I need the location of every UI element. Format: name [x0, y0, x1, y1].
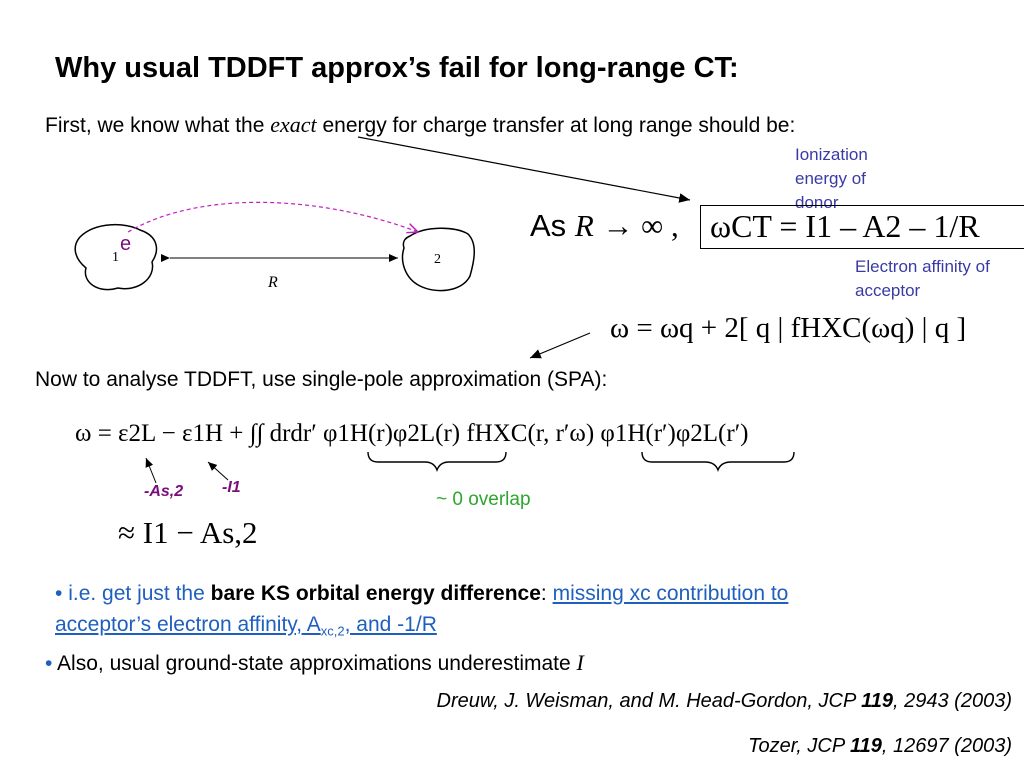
reference-1: Dreuw, J. Weisman, and M. Head-Gordon, J… [437, 690, 1012, 713]
approx-equation: ≈ I1 − As,2 [118, 515, 258, 550]
exact-pointer-arrow [357, 136, 691, 203]
bullet-1-prefix: i.e. get just the [68, 582, 211, 605]
ref2-text: Tozer, JCP [748, 735, 850, 757]
bullet-1-line-2[interactable]: acceptor’s electron affinity, Axc,2, and… [55, 613, 437, 639]
omega-ct-box [700, 205, 1024, 249]
minus-as2-label: -As,2 [144, 483, 184, 500]
bullet-1-bold: bare KS orbital energy difference [210, 582, 541, 605]
ref1-text: Dreuw, J. Weisman, and M. Head-Gordon, J… [436, 690, 862, 712]
distance-label: R [268, 274, 278, 291]
intro-emph: exact [270, 112, 317, 137]
bullet-2-dot: • [45, 652, 53, 675]
bullet-1-line-1: • i.e. get just the bare KS orbital ener… [55, 582, 788, 606]
bullet-2-text: Also, usual ground-state approximations … [57, 652, 577, 675]
ref1-rest: , 2943 (2003) [893, 690, 1012, 712]
as2-arrow [145, 457, 157, 484]
acceptor-blob [401, 227, 475, 292]
omega-ct-equation: ωCT = I1 – A2 – 1/R [710, 208, 980, 244]
slide-title: Why usual TDDFT approx’s fail for long-r… [55, 52, 739, 84]
spa-equation: ω = ε2L − ε1H + ∫∫ drdr′ φ1H(r)φ2L(r) fH… [75, 420, 749, 447]
bullet-1-link-b[interactable]: acceptor’s electron affinity, A [55, 613, 321, 636]
bullet-1-dot: • [55, 582, 63, 605]
reference-2: Tozer, JCP 119, 12697 (2003) [748, 735, 1012, 758]
ionization-note: Ionization energy of donor [795, 145, 868, 212]
ref2-volume: 119 [850, 735, 882, 757]
affinity-note: Electron affinity of acceptor [855, 257, 990, 300]
underbrace-left [367, 451, 507, 472]
ref2-rest: , 12697 (2003) [881, 735, 1012, 757]
i1-arrow [207, 461, 229, 481]
bullet-1-link-sub[interactable]: xc,2 [320, 623, 345, 639]
acceptor-label: 2 [434, 252, 441, 267]
limit-expression: As R → ∞ , [530, 208, 679, 244]
minus-i1-label: -I1 [222, 479, 241, 496]
spa-heading: Now to analyse TDDFT, use single-pole ap… [35, 368, 608, 391]
limit-prefix: As [530, 208, 567, 243]
donor-blob [74, 223, 158, 291]
electron-path [127, 201, 418, 232]
bullet-2-var: I [576, 650, 584, 675]
donor-label: 1 [112, 250, 119, 265]
bullet-1-colon: : [540, 582, 553, 605]
limit-arrow: → ∞ , [602, 208, 679, 243]
bullet-2: • Also, usual ground-state approximation… [45, 650, 584, 676]
intro-line: First, we know what the exact energy for… [45, 112, 795, 138]
underbrace-right [641, 451, 795, 472]
intro-before: First, we know what the [45, 114, 271, 137]
bullet-1-link-c[interactable]: , and -1/R [344, 613, 437, 636]
ref1-volume: 119 [861, 690, 894, 712]
intro-after: energy for charge transfer at long range… [316, 114, 796, 137]
bullet-1-link-a[interactable]: missing xc contribution to [552, 582, 789, 605]
overlap-label: ~ 0 overlap [436, 489, 531, 510]
electron-label: e [120, 233, 132, 255]
omega-q-equation: ω = ωq + 2[ q | fHXC(ωq) | q ] [610, 312, 967, 344]
spa-pointer-arrow [529, 332, 591, 359]
limit-var: R [574, 208, 594, 243]
